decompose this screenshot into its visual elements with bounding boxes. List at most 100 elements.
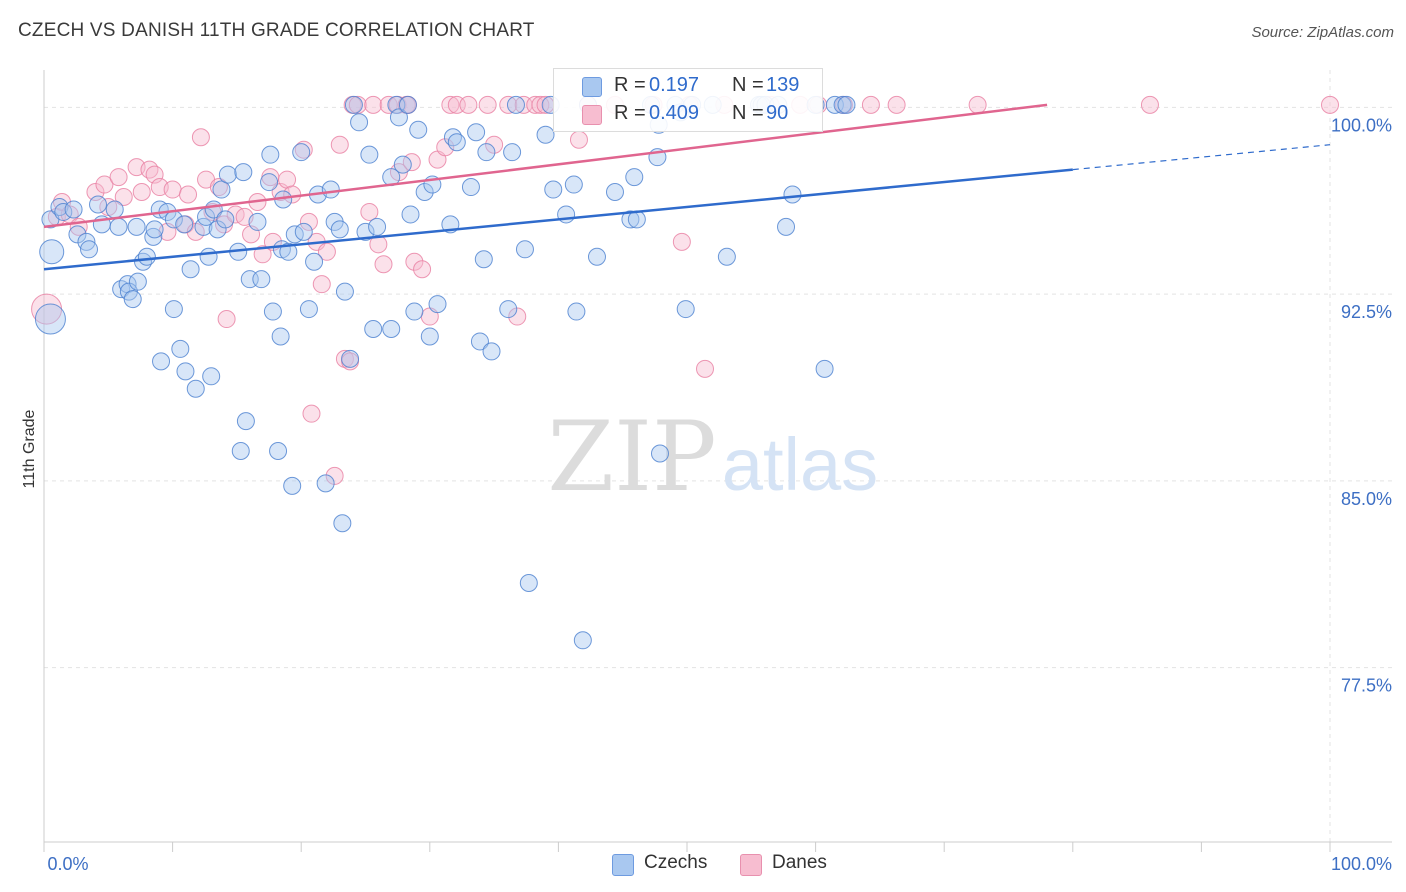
point-danes (140, 160, 159, 179)
point-czechs (299, 300, 318, 319)
point-czechs (482, 342, 501, 361)
point-czechs (409, 120, 428, 139)
point-czechs (305, 252, 324, 271)
point-danes (179, 185, 198, 204)
point-czechs (467, 123, 486, 142)
tick-labels: 100.0% 92.5% 85.0% 77.5% 0.0% 100.0% (47, 115, 1392, 874)
point-czechs (461, 178, 480, 197)
point-danes (364, 95, 383, 114)
point-danes (696, 359, 715, 378)
trend-line-czechs (43, 168, 1073, 271)
point-danes (191, 128, 210, 147)
point-czechs (252, 270, 271, 289)
watermark: ZIP atlas (547, 401, 878, 513)
point-czechs (248, 212, 267, 231)
bottom-legend-swatch-danes (740, 854, 762, 876)
point-danes (109, 168, 128, 187)
legend-r-label: R = (614, 102, 646, 124)
point-czechs (171, 339, 190, 358)
watermark-atlas: atlas (722, 423, 878, 506)
point-czechs (815, 359, 834, 378)
point-czechs (398, 95, 417, 114)
point-danes (499, 95, 518, 114)
point-czechs (145, 220, 164, 239)
legend-n-value-danes: 90 (766, 102, 789, 124)
point-czechs (777, 217, 796, 236)
point-danes (672, 232, 691, 251)
point-czechs (212, 180, 231, 199)
point-czechs (261, 145, 280, 164)
legend: R = 0.197 N = 139 R = 0.409 N = 90 (553, 68, 823, 132)
point-czechs (164, 300, 183, 319)
point-czechs (477, 143, 496, 162)
point-czechs (341, 349, 360, 368)
y-tick-label: 100.0% (1331, 115, 1392, 135)
point-czechs (567, 302, 586, 321)
point-czechs (470, 332, 489, 351)
point-danes (325, 466, 344, 485)
legend-r-label: R = (614, 74, 646, 96)
point-czechs (137, 247, 156, 266)
point-czechs (499, 300, 518, 319)
point-czechs (175, 215, 194, 234)
point-czechs (77, 232, 96, 251)
point-danes (405, 252, 424, 271)
point-czechs (783, 185, 802, 204)
point-czechs (621, 210, 640, 229)
y-axis-label-wrap: 11th Grade (10, 400, 50, 500)
point-czechs (330, 220, 349, 239)
point-czechs (474, 250, 493, 269)
point-czechs (39, 239, 65, 265)
point-czechs (89, 195, 108, 214)
point-danes (1321, 95, 1339, 114)
point-czechs (536, 125, 555, 144)
legend-r-value-czechs: 0.197 (649, 74, 700, 96)
point-czechs (405, 302, 424, 321)
legend-n-value-czechs: 139 (766, 74, 800, 96)
point-czechs (364, 319, 383, 338)
point-czechs (401, 205, 420, 224)
point-danes (302, 404, 321, 423)
point-danes (459, 95, 478, 114)
x-tick-label: 0.0% (47, 854, 88, 874)
point-czechs (587, 247, 606, 266)
point-czechs (202, 367, 221, 386)
point-danes (968, 95, 987, 114)
bottom-legend-label-danes: Danes (772, 852, 827, 873)
point-czechs (269, 442, 288, 461)
point-czechs (503, 143, 522, 162)
axis-layer (43, 70, 1392, 852)
point-danes (163, 180, 182, 199)
point-czechs (294, 222, 313, 241)
point-czechs (128, 272, 147, 291)
trend-line-czechs-extension (1072, 144, 1331, 171)
point-danes (478, 95, 497, 114)
chart-title: CZECH VS DANISH 11TH GRADE CORRELATION C… (18, 20, 535, 41)
point-czechs (428, 295, 447, 314)
point-czechs (506, 95, 525, 114)
y-tick-label: 77.5% (1341, 676, 1392, 696)
trend-layer (43, 103, 1331, 271)
point-czechs (216, 210, 235, 229)
point-czechs (344, 95, 363, 114)
point-danes (887, 95, 906, 114)
point-danes (379, 95, 398, 114)
y-axis-label: 11th Grade (21, 409, 38, 489)
point-danes (348, 95, 367, 114)
point-czechs (564, 175, 583, 194)
point-danes (217, 310, 236, 329)
point-czechs (515, 240, 534, 259)
point-czechs (64, 200, 83, 219)
point-danes (1140, 95, 1159, 114)
point-czechs (54, 202, 73, 221)
point-czechs (292, 143, 311, 162)
point-czechs (231, 442, 250, 461)
point-danes (508, 307, 527, 326)
point-czechs (234, 163, 253, 182)
legend-swatch-czechs (582, 77, 602, 97)
y-tick-label: 85.0% (1341, 489, 1392, 509)
point-danes (317, 242, 336, 261)
point-danes (374, 255, 393, 274)
point-czechs (350, 113, 369, 132)
point-czechs (263, 302, 282, 321)
